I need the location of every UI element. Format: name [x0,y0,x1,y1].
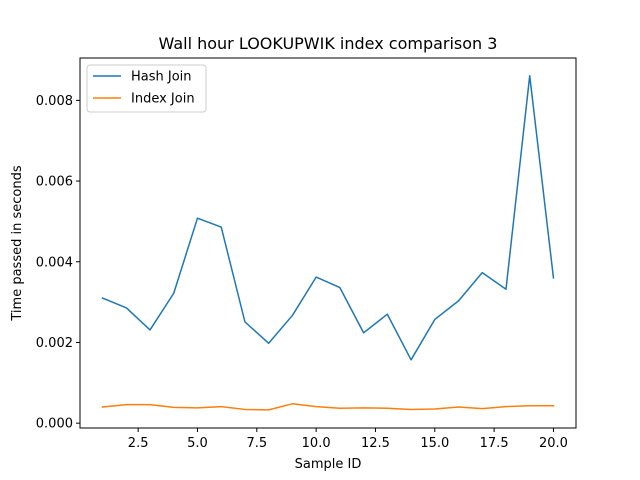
plot-area [80,58,576,428]
series-line-hash-join [101,75,555,361]
plot-background [80,58,576,428]
series-layer [101,75,555,411]
x-axis-label: Sample ID [295,457,362,472]
y-tick-label: 0.006 [36,175,73,190]
x-tick-label: 7.5 [246,436,267,451]
y-tick-label: 0.004 [36,255,73,270]
x-tick-label: 17.5 [480,436,509,451]
y-axis-label: Time passed in seconds [10,165,25,321]
x-tick-label: 12.5 [361,436,390,451]
y-tick-label: 0.000 [36,417,73,432]
x-axis: 2.5 5.0 7.5 10.0 12.5 15.0 17.5 20.0 [128,428,568,451]
chart-title: Wall hour LOOKUPWIK index comparison 3 [159,34,498,53]
series-line-index-join [101,403,555,411]
x-tick-label: 10.0 [302,436,331,451]
legend: Hash Join Index Join [86,64,207,113]
legend-label: Index Join [131,92,195,107]
x-tick-label: 20.0 [539,436,568,451]
x-tick-label: 5.0 [187,436,208,451]
plot-frame [79,57,577,429]
y-tick-label: 0.008 [36,94,73,109]
x-tick-label: 15.0 [420,436,449,451]
x-tick-label: 2.5 [128,436,149,451]
y-axis: 0.000 0.002 0.004 0.006 0.008 [36,94,80,432]
y-tick-label: 0.002 [36,336,73,351]
legend-label: Hash Join [131,70,192,85]
